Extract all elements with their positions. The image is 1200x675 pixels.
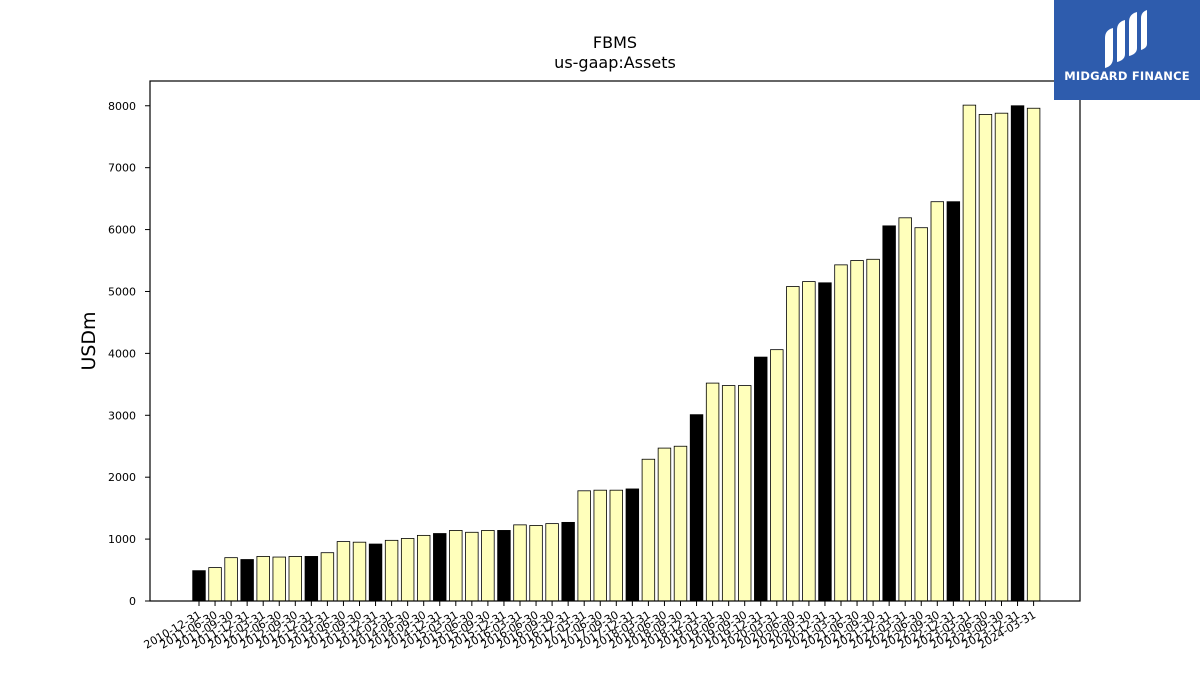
bar <box>689 414 704 602</box>
bar <box>786 286 800 602</box>
bar <box>898 217 912 602</box>
chart-title: FBMS <box>593 33 637 52</box>
x-axis: 2010-12-312011-06-302011-09-302011-12-31… <box>142 601 1038 652</box>
bar <box>336 541 351 602</box>
y-tick-label: 7000 <box>108 162 136 175</box>
bar <box>930 201 945 602</box>
bar <box>368 543 383 602</box>
bar <box>994 112 1009 602</box>
bar <box>1026 107 1041 602</box>
bar <box>465 531 479 602</box>
bar <box>497 530 511 602</box>
y-tick-label: 0 <box>129 595 136 608</box>
bar <box>433 533 447 602</box>
plot-frame <box>149 80 1081 602</box>
bar <box>802 281 816 602</box>
bar <box>770 349 784 602</box>
bar <box>1010 105 1025 602</box>
bar <box>657 447 672 602</box>
bar <box>224 557 238 602</box>
y-tick-label: 3000 <box>108 409 136 422</box>
bar <box>914 227 928 602</box>
bar <box>609 489 624 602</box>
y-tick-label: 1000 <box>108 533 136 546</box>
logo-text: MIDGARD FINANCE <box>1064 69 1190 83</box>
bar <box>352 541 367 602</box>
bar <box>481 530 495 602</box>
bar <box>561 521 575 602</box>
y-axis: 0 1000 2000 3000 4000 5000 6000 7000 8000 <box>108 100 150 608</box>
bar <box>850 260 864 602</box>
bar <box>705 382 720 602</box>
y-tick-label: 8000 <box>108 100 136 113</box>
midgard-finance-logo: MIDGARD FINANCE <box>1054 0 1200 100</box>
bar <box>673 445 688 602</box>
bar <box>754 356 768 602</box>
bar <box>288 556 303 602</box>
y-tick-label: 4000 <box>108 347 136 360</box>
bar <box>962 104 977 602</box>
y-tick-label: 6000 <box>108 224 136 237</box>
bar <box>818 282 832 602</box>
bar <box>256 556 270 602</box>
bars-group <box>192 104 1041 602</box>
bar <box>946 201 961 602</box>
bar <box>208 567 222 602</box>
bar <box>577 490 591 602</box>
bar <box>625 488 640 602</box>
bar <box>834 264 848 602</box>
bar <box>192 570 206 602</box>
bar <box>641 458 656 602</box>
bar <box>416 534 431 602</box>
bar <box>593 489 607 602</box>
bar <box>866 258 880 602</box>
bar <box>882 225 896 602</box>
bar <box>721 385 736 602</box>
bar <box>529 525 543 602</box>
bar <box>449 530 463 602</box>
bar <box>320 552 335 602</box>
bar <box>978 114 993 602</box>
y-axis-label: USDm <box>78 311 100 370</box>
y-tick-label: 5000 <box>108 285 136 298</box>
y-tick-label: 2000 <box>108 471 136 484</box>
bar <box>738 385 752 602</box>
bar <box>384 539 399 602</box>
bar <box>304 556 319 602</box>
chart-subtitle: us-gaap:Assets <box>554 53 676 72</box>
bar <box>400 538 415 602</box>
bar <box>545 523 559 602</box>
logo-mark-icon <box>1105 10 1147 68</box>
bar <box>240 559 254 602</box>
bar <box>513 524 527 602</box>
bar <box>272 556 286 602</box>
